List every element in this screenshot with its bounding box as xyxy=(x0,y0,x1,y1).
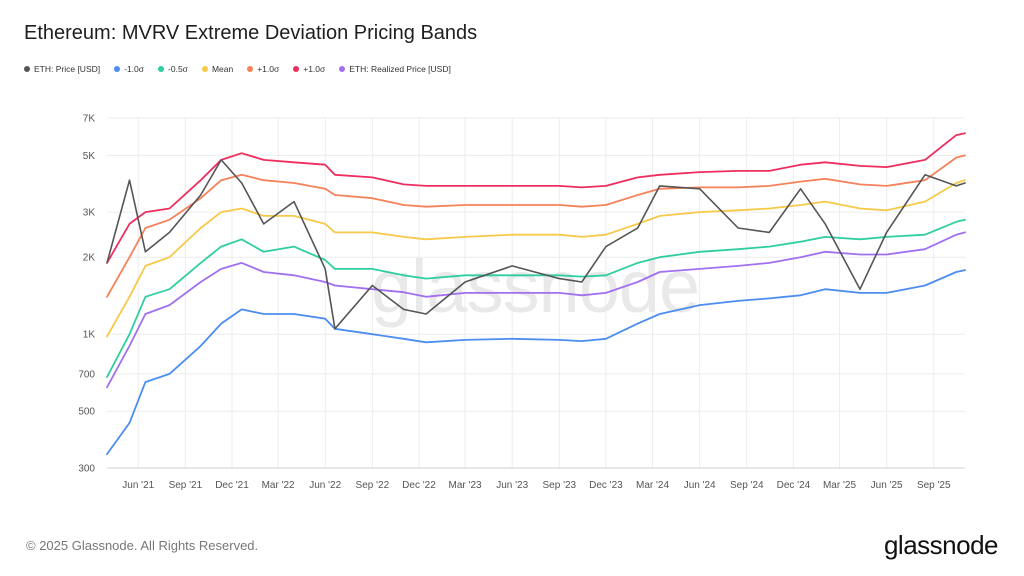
x-tick-label: Mar '22 xyxy=(262,480,295,491)
x-tick-label: Mar '25 xyxy=(823,480,856,491)
legend-label: Mean xyxy=(211,64,234,74)
series-line-3 xyxy=(106,179,966,338)
legend-label: +1.0σ xyxy=(303,64,326,74)
legend-item-minus-1-sigma[interactable]: -1.0σ xyxy=(114,64,144,74)
legend-label: -1.0σ xyxy=(124,64,145,74)
series-line-6 xyxy=(106,231,966,389)
legend-label: -0.5σ xyxy=(168,64,188,74)
x-tick-label: Mar '23 xyxy=(449,480,482,491)
x-tick-label: Sep '23 xyxy=(543,480,577,491)
y-tick-label: 5K xyxy=(83,151,96,162)
y-tick-label: 300 xyxy=(78,464,95,475)
legend-dot-icon xyxy=(339,66,346,72)
x-tick-label: Jun '22 xyxy=(309,480,341,491)
x-tick-label: Jun '25 xyxy=(871,480,903,491)
legend-dot-icon xyxy=(24,66,30,72)
legend-dot-icon xyxy=(114,66,121,72)
legend: ETH: Price [USD] -1.0σ -0.5σ Mean +1.0σ … xyxy=(24,64,451,74)
series-line-1 xyxy=(106,269,966,456)
y-tick-label: 700 xyxy=(78,369,95,380)
x-tick-label: Sep '21 xyxy=(169,480,203,491)
y-tick-label: 1K xyxy=(83,330,96,341)
x-tick-label: Dec '23 xyxy=(589,480,623,491)
legend-label: ETH: Price [USD] xyxy=(34,64,101,74)
x-tick-label: Dec '21 xyxy=(215,480,249,491)
legend-item-mean[interactable]: Mean xyxy=(201,64,234,74)
axes: 300 500 700 1K 2K 3K 5K 7K Jun '21 Sep '21 Dec '21… xyxy=(78,114,965,491)
legend-item-eth-price[interactable]: ETH: Price [USD] xyxy=(24,64,100,74)
brand-logo: glassnode xyxy=(883,530,999,560)
series-line-0 xyxy=(106,159,966,330)
legend-item-plus-1-sigma-orange[interactable]: +1.0σ xyxy=(247,64,279,74)
legend-label: +1.0σ xyxy=(257,64,280,74)
series-group xyxy=(106,132,966,456)
y-tick-label: 3K xyxy=(83,208,96,219)
legend-item-plus-1-sigma-red[interactable]: +1.0σ xyxy=(293,64,325,74)
legend-item-realized-price[interactable]: ETH: Realized Price [USD] xyxy=(339,64,451,74)
legend-dot-icon xyxy=(201,66,208,72)
legend-dot-icon xyxy=(247,66,254,72)
legend-label: ETH: Realized Price [USD] xyxy=(349,64,451,74)
chart-title: Ethereum: MVRV Extreme Deviation Pricing… xyxy=(24,22,478,44)
x-tick-label: Sep '25 xyxy=(917,480,951,491)
x-tick-label: Dec '22 xyxy=(402,480,436,491)
legend-item-minus-0-5-sigma[interactable]: -0.5σ xyxy=(158,64,188,74)
legend-dot-icon xyxy=(158,66,165,72)
y-tick-label: 500 xyxy=(78,407,95,418)
y-tick-label: 2K xyxy=(83,253,96,264)
x-tick-label: Dec '24 xyxy=(777,480,811,491)
x-tick-label: Mar '24 xyxy=(636,480,669,491)
copyright: © 2025 Glassnode. All Rights Reserved. xyxy=(26,538,259,553)
x-tick-label: Sep '24 xyxy=(730,480,764,491)
x-tick-label: Sep '22 xyxy=(356,480,390,491)
x-tick-label: Jun '24 xyxy=(684,480,716,491)
series-line-4 xyxy=(106,154,966,298)
watermark: glassnode xyxy=(371,245,699,328)
series-line-2 xyxy=(106,218,966,379)
y-tick-label: 7K xyxy=(83,114,96,125)
x-tick-label: Jun '21 xyxy=(122,480,154,491)
legend-dot-icon xyxy=(293,66,300,72)
x-tick-label: Jun '23 xyxy=(496,480,528,491)
